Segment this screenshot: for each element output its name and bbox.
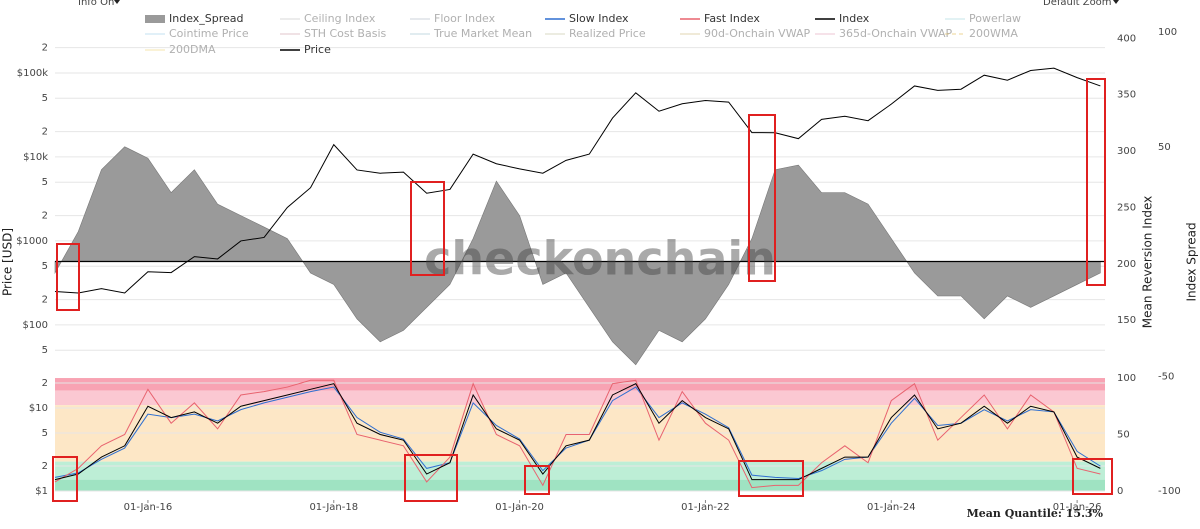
legend-label[interactable]: Ceiling Index [304, 12, 376, 25]
spread-area [54, 146, 1101, 366]
y3-axis-title: Index Spread [1185, 222, 1199, 301]
info-toggle[interactable]: Info On [78, 0, 114, 8]
highlight-box [52, 456, 78, 502]
y3-tick-label: -50 [1158, 371, 1174, 382]
y2-tick-label: 0 [1117, 486, 1123, 497]
y-tick-label: $1000 [16, 236, 48, 247]
y-tick-label: 2 [42, 378, 48, 389]
dropdown-arrow [114, 0, 120, 4]
quantile-band [55, 479, 1105, 491]
legend-label[interactable]: Realized Price [569, 27, 646, 40]
y3-tick-label: 50 [1158, 142, 1171, 153]
highlight-box [404, 454, 458, 502]
highlight-box [410, 181, 445, 276]
plot-area: 5$10025$100025$10k25$100k215020025030035… [1, 27, 1199, 520]
y-axis-title: Price [USD] [1, 228, 15, 296]
y2-tick-label: 400 [1117, 33, 1136, 44]
y-tick-label: 5 [42, 93, 48, 104]
y-tick-label: 5 [42, 428, 48, 439]
y-tick-label: 2 [42, 211, 48, 222]
y2-tick-label: 100 [1117, 373, 1136, 384]
legend-label[interactable]: Powerlaw [969, 12, 1021, 25]
x-tick-label: 01-Jan-24 [867, 502, 916, 513]
dropdown-arrow [1113, 0, 1119, 4]
x-tick-label: 01-Jan-22 [681, 502, 730, 513]
y2-axis-title: Mean Reversion Index [1141, 196, 1155, 329]
y3-tick-label: -100 [1158, 486, 1181, 497]
y-tick-label: 2 [42, 461, 48, 472]
legend-label[interactable]: 200DMA [169, 43, 216, 56]
y-tick-label: 5 [42, 177, 48, 188]
highlight-box [748, 114, 776, 282]
y2-tick-label: 250 [1117, 202, 1136, 213]
x-tick-label: 01-Jan-18 [309, 502, 358, 513]
legend-label[interactable]: 90d-Onchain VWAP [704, 27, 810, 40]
y-tick-label: 2 [42, 295, 48, 306]
y-tick-label: $1 [35, 486, 48, 497]
highlight-box [524, 465, 550, 495]
y2-tick-label: 350 [1117, 90, 1136, 101]
highlight-box [56, 243, 80, 311]
quantile-band [55, 390, 1105, 406]
legend-label[interactable]: 200WMA [969, 27, 1018, 40]
legend-swatch [145, 15, 165, 23]
y-tick-label: 2 [42, 127, 48, 138]
legend-label[interactable]: 365d-Onchain VWAP [839, 27, 952, 40]
legend-label[interactable]: True Market Mean [433, 27, 532, 40]
y2-tick-label: 150 [1117, 315, 1136, 326]
legend-label[interactable]: STH Cost Basis [304, 27, 386, 40]
y2-tick-label: 50 [1117, 429, 1130, 440]
y-tick-label: $10 [29, 403, 48, 414]
y2-tick-label: 200 [1117, 259, 1136, 270]
y-tick-label: 2 [42, 43, 48, 54]
legend-label[interactable]: Index [839, 12, 870, 25]
y-tick-label: $100 [23, 320, 48, 331]
y3-tick-label: 100 [1158, 27, 1177, 38]
legend-label[interactable]: Index_Spread [169, 12, 244, 25]
y-tick-label: $10k [23, 152, 48, 163]
legend-label[interactable]: Price [304, 43, 331, 56]
highlights [52, 78, 1113, 502]
highlight-box [738, 460, 804, 497]
watermark: checkonchain [424, 232, 776, 286]
zoom-select[interactable]: Default Zoom [1043, 0, 1112, 8]
y-tick-label: 5 [42, 345, 48, 356]
quantile-band [55, 378, 1105, 391]
annotation: Mean Quantile: 15.3% [967, 507, 1104, 520]
quantile-band [55, 461, 1105, 480]
y-tick-label: 5 [42, 261, 48, 272]
series-line [54, 383, 1101, 481]
legend: Index_Spread Ceiling Index Floor Index Slow… [145, 12, 1021, 56]
legend-label[interactable]: Floor Index [434, 12, 496, 25]
x-tick-label: 01-Jan-26 [1053, 502, 1102, 513]
legend-label[interactable]: Fast Index [704, 12, 760, 25]
highlight-box [1072, 458, 1113, 495]
x-tick-label: 01-Jan-20 [495, 502, 544, 513]
y2-tick-label: 300 [1117, 146, 1136, 157]
legend-label[interactable]: Slow Index [569, 12, 629, 25]
legend-label[interactable]: Cointime Price [169, 27, 249, 40]
x-tick-label: 01-Jan-16 [124, 502, 173, 513]
highlight-box [1086, 78, 1106, 286]
y-tick-label: $100k [17, 68, 48, 79]
series-line [54, 67, 1101, 294]
